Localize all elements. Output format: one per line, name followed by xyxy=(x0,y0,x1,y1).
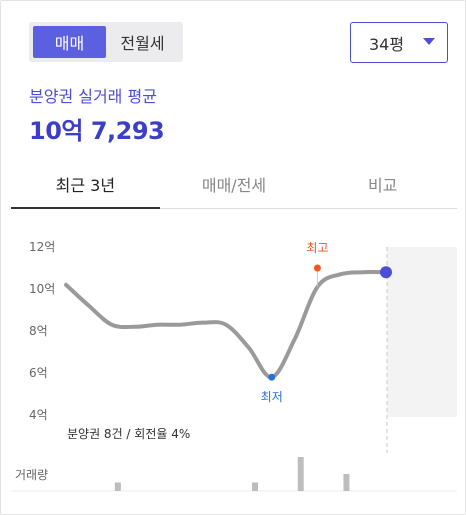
y-tick-label: 10억 xyxy=(29,282,55,296)
highest-point xyxy=(313,264,321,272)
lowest-point xyxy=(268,373,276,381)
volume-bar xyxy=(343,474,350,491)
lowest-label: 최저 xyxy=(261,390,283,404)
y-axis: 12억 10억 8억 6억 4억 xyxy=(29,240,55,422)
average-price-label: 분양권 실거래 평균 xyxy=(29,87,157,106)
chart-note: 분양권 8건 / 회전율 4% xyxy=(67,427,190,441)
volume-bar xyxy=(114,482,121,491)
trade-type-rent-button[interactable]: 전월세 xyxy=(120,34,165,53)
current-point[interactable] xyxy=(380,266,392,279)
volume-label: 거래량 xyxy=(15,468,48,482)
price-chart: 12억 10억 8억 6억 4억 최저 최고 분양권 8건 / 회전율 4% 거래량 xyxy=(11,240,457,492)
period-tabs: 최근 3년 매매/전세 비교 xyxy=(11,159,457,209)
price-line xyxy=(64,270,388,380)
trade-type-sale-button[interactable]: 매매 xyxy=(33,26,106,58)
volume-bar xyxy=(252,482,258,491)
markers: 최저 최고 xyxy=(261,241,392,404)
size-select[interactable]: 34평 xyxy=(350,22,448,63)
y-tick-label: 12억 xyxy=(29,240,55,254)
y-tick-label: 8억 xyxy=(29,324,48,338)
current-period-shade xyxy=(387,247,457,417)
size-select-value: 34평 xyxy=(369,34,405,54)
volume-bars xyxy=(114,457,350,491)
trade-type-toggle: 매매 전월세 xyxy=(29,22,183,62)
tab-sale-rent[interactable]: 매매/전세 xyxy=(201,175,267,195)
tab-compare[interactable]: 비교 xyxy=(367,175,398,195)
y-tick-label: 4억 xyxy=(29,408,48,422)
volume-bar xyxy=(297,457,304,491)
chevron-down-icon xyxy=(423,38,435,45)
y-tick-label: 6억 xyxy=(29,366,48,380)
average-price-value: 10억 7,293 xyxy=(29,117,165,145)
highest-label: 최고 xyxy=(306,241,328,255)
tab-recent-3-years[interactable]: 최근 3년 xyxy=(11,159,160,209)
